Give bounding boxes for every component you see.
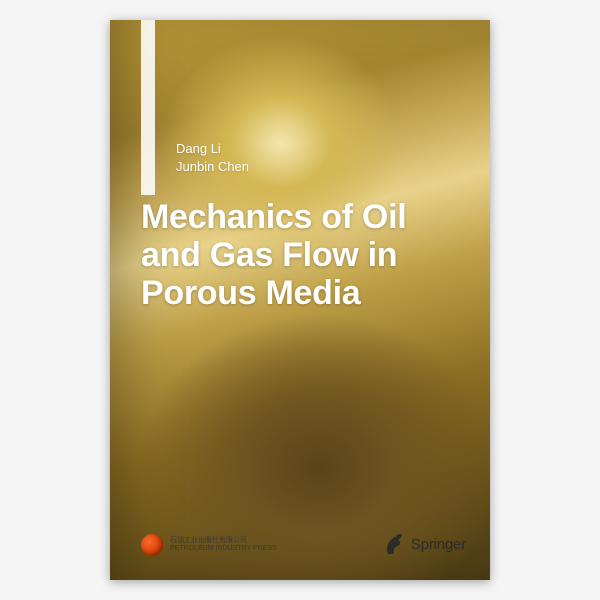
author-2: Junbin Chen (176, 158, 249, 176)
author-1: Dang Li (176, 140, 249, 158)
petroleum-press-logo-icon (141, 534, 163, 556)
book-title: Mechanics of Oil and Gas Flow in Porous … (141, 198, 464, 312)
pip-line-2: PETROLEUM INDUSTRY PRESS (170, 545, 277, 553)
accent-bar (141, 20, 155, 195)
author-names: Dang Li Junbin Chen (176, 140, 249, 175)
pip-line-1: 石油工业出版社有限公司 (170, 537, 277, 545)
book-cover: Dang Li Junbin Chen Mechanics of Oil and… (110, 20, 490, 580)
springer-horse-icon (384, 532, 404, 556)
page-container: Dang Li Junbin Chen Mechanics of Oil and… (0, 0, 600, 600)
springer-label: Springer (411, 536, 466, 553)
publisher-right-block: Springer (384, 532, 466, 556)
publisher-left-block: 石油工业出版社有限公司 PETROLEUM INDUSTRY PRESS (141, 534, 277, 556)
petroleum-press-text: 石油工业出版社有限公司 PETROLEUM INDUSTRY PRESS (170, 537, 277, 553)
